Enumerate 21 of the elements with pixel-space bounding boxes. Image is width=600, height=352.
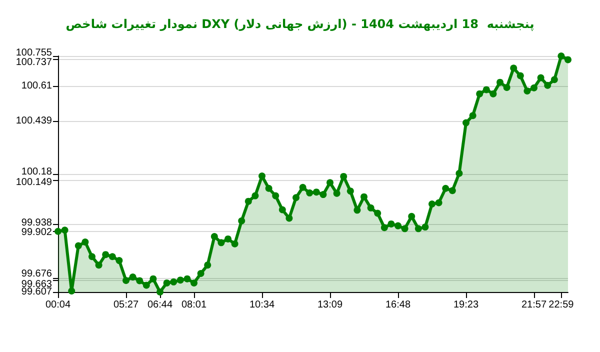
y-tick-label: 100.18: [21, 166, 52, 178]
y-tick-label: 99.676: [21, 268, 52, 280]
x-tick-label: 10:34: [249, 300, 275, 310]
y-tick-label: 99.902: [21, 226, 52, 238]
x-tick-label: 19:23: [453, 300, 479, 310]
y-tick-label: 100.61: [21, 80, 52, 92]
x-tick-label: 16:48: [385, 300, 411, 310]
y-tick-label: 100.149: [16, 177, 52, 188]
x-tick-label: 08:01: [181, 300, 207, 310]
y-tick-label: 100.737: [16, 57, 52, 68]
x-tick-label: 06:44: [147, 300, 173, 310]
x-tick-label: 00:04: [45, 300, 71, 310]
y-tick-label: 99.607: [21, 286, 52, 298]
x-tick-label: 22:59: [548, 300, 574, 310]
y-tick-label: 99.938: [21, 217, 52, 228]
chart-title: نمودار تغییرات شاخص DXY (ارزش جهانی دلار) - پنجشنبه 18 اردیبهشت 1404: [66, 17, 534, 31]
x-tick-label: 05:27: [113, 300, 139, 310]
y-tick-label: 100.755: [16, 48, 52, 58]
y-tick-label: 100.439: [16, 115, 52, 126]
x-tick-label: 13:09: [317, 300, 343, 310]
x-tick-label: 21:57: [521, 300, 547, 310]
